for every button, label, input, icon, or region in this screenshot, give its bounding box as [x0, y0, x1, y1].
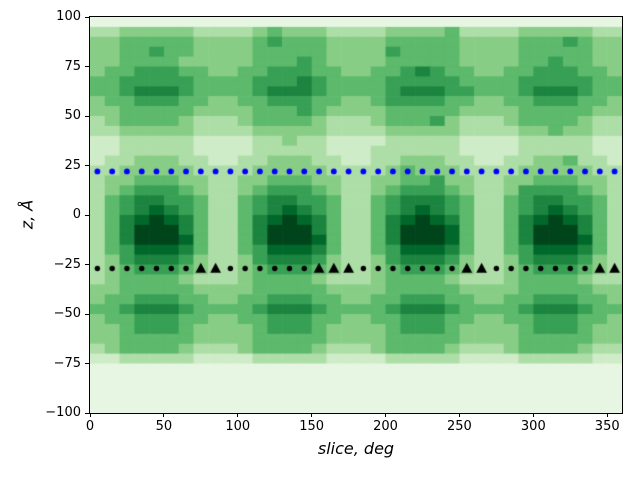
x-tick-label: 50 — [155, 419, 173, 434]
y-tick-label: 100 — [56, 9, 81, 24]
x-axis-label: slice, deg — [317, 439, 395, 458]
x-tick-label: 300 — [520, 419, 546, 434]
x-tick-label: 250 — [447, 419, 472, 434]
x-tick — [532, 413, 534, 417]
x-tick-label: 350 — [594, 419, 620, 434]
x-tick — [311, 413, 313, 417]
y-tick-label: −75 — [53, 355, 81, 371]
y-tick-label: 0 — [72, 207, 81, 222]
x-tick — [606, 413, 608, 417]
y-tick-label: 25 — [64, 157, 81, 173]
x-tick-label: 0 — [85, 419, 95, 434]
y-tick — [85, 363, 89, 364]
y-tick-label: 75 — [64, 58, 81, 74]
y-tick — [85, 412, 89, 414]
y-tick — [85, 165, 89, 166]
y-tick — [85, 115, 89, 117]
x-tick-label: 100 — [225, 419, 251, 434]
x-tick — [458, 413, 460, 417]
plot-area — [89, 16, 623, 414]
y-tick — [85, 214, 89, 216]
x-tick — [163, 413, 165, 417]
x-tick — [89, 413, 91, 417]
y-axis-label: z, Å — [17, 199, 37, 230]
heatmap-canvas — [90, 17, 622, 413]
y-tick-label: −25 — [53, 256, 81, 272]
x-tick — [237, 413, 239, 417]
y-tick-label: 50 — [64, 108, 81, 123]
y-tick — [85, 313, 89, 315]
x-tick-label: 200 — [373, 419, 398, 434]
x-tick-label: 150 — [299, 419, 325, 434]
x-tick — [385, 413, 387, 417]
y-tick — [85, 16, 89, 18]
y-tick-label: −50 — [53, 306, 81, 321]
y-tick — [85, 264, 89, 265]
y-tick-label: −100 — [45, 405, 81, 420]
y-tick — [85, 66, 89, 67]
